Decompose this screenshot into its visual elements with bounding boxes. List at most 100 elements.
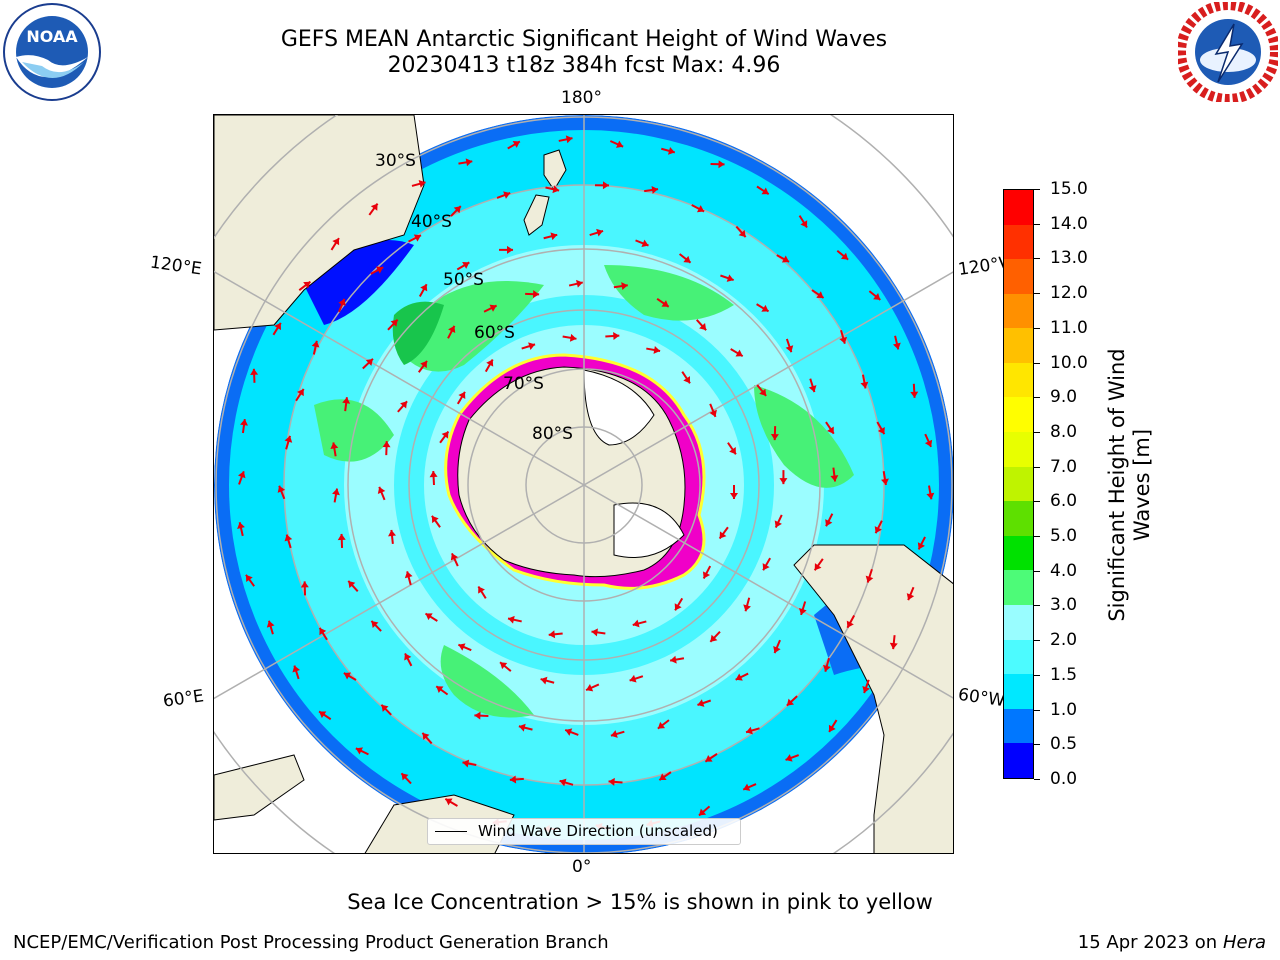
wind-wave-arrowhead (342, 397, 351, 404)
wind-wave-arrowhead (401, 773, 409, 781)
wind-wave-arrowhead (621, 282, 628, 291)
wind-wave-arrowhead (761, 304, 769, 312)
colorbar-tick (1034, 327, 1040, 329)
wind-wave-arrowhead (311, 340, 320, 348)
wind-wave-arrowhead (800, 220, 808, 228)
colorbar-segment (1004, 397, 1033, 433)
wind-wave-arrowhead (284, 435, 293, 443)
colorbar-segment (1004, 743, 1033, 778)
wind-wave-arrowhead (503, 191, 511, 199)
wind-wave-arrowhead (420, 284, 428, 292)
colorbar-tick (1034, 570, 1040, 572)
wind-wave-arrowhead (422, 732, 430, 741)
wind-wave-arrowhead (458, 643, 466, 651)
wind-wave-arrowhead (881, 478, 889, 486)
colorbar-tick (1034, 779, 1040, 780)
wind-wave-arrowhead (613, 332, 620, 341)
wind-wave-arrowhead (906, 593, 915, 601)
colorbar-segment (1004, 570, 1033, 606)
wind-wave-arrowhead (860, 381, 869, 389)
colorbar-segment (1004, 466, 1033, 502)
wind-wave-arrowhead (808, 385, 817, 393)
colorbar-tick (1034, 466, 1040, 468)
wind-wave-arrowhead (338, 298, 346, 306)
lat-label-40s: 40°S (411, 212, 452, 232)
colorbar-tick-label: 10.0 (1050, 352, 1088, 373)
colorbar-tick-label: 6.0 (1050, 491, 1078, 512)
wind-wave-arrowhead (839, 336, 848, 344)
wind-wave-arrowhead (743, 783, 751, 791)
wind-wave-arrowhead (489, 304, 497, 312)
colorbar-tick (1034, 293, 1040, 295)
wind-wave-arrowhead (659, 773, 667, 781)
wind-wave-arrowhead (565, 135, 573, 144)
wind-wave-arrowhead (376, 266, 384, 274)
colorbar-tick-label: 1.5 (1050, 664, 1078, 685)
wind-wave-arrowhead (799, 607, 807, 615)
wind-wave-arrowhead (889, 642, 898, 650)
colorbar-segment (1004, 501, 1033, 536)
colorbar-tick (1034, 189, 1040, 190)
colorbar-tick-label: 4.0 (1050, 560, 1078, 581)
wind-wave-arrowhead (381, 704, 389, 712)
wind-wave-arrowhead (445, 798, 453, 806)
wind-wave-arrowhead (550, 232, 558, 241)
wind-wave-arrows (237, 135, 935, 833)
wind-wave-arrowhead (330, 442, 339, 450)
colorbar-tick (1034, 501, 1040, 503)
wind-wave-arrowhead (661, 300, 669, 307)
wind-wave-arrowhead (237, 522, 245, 529)
wind-wave-arrowhead (388, 529, 397, 537)
wind-wave-arrowhead (462, 261, 470, 269)
wind-wave-arrowhead (670, 655, 677, 664)
polar-map-canvas (214, 115, 953, 853)
colorbar-segment (1004, 674, 1033, 709)
wind-wave-arrowhead (365, 358, 373, 366)
legend-label: Wind Wave Direction (unscaled) (478, 822, 718, 840)
wind-wave-arrowhead (266, 620, 275, 628)
wind-wave-arrowhead (730, 493, 738, 499)
wind-wave-arrowhead (277, 485, 286, 493)
credit-date: 15 Apr 2023 on (1077, 932, 1223, 953)
colorbar-tick-label: 7.0 (1050, 456, 1078, 477)
colorbar-segment (1004, 224, 1033, 260)
lat-label-60s: 60°S (474, 323, 515, 343)
colorbar-tick-label: 9.0 (1050, 387, 1078, 408)
wind-wave-arrowhead (245, 574, 253, 583)
wind-wave-arrowhead (785, 345, 794, 353)
wind-wave-arrowhead (874, 526, 882, 534)
wind-wave-arrowhead (699, 323, 707, 331)
colorbar-tick-label: 8.0 (1050, 421, 1078, 442)
wind-wave-arrowhead (616, 140, 624, 148)
wind-wave-arrowhead (709, 409, 717, 417)
wind-wave-arrowhead (565, 728, 573, 736)
wind-wave-arrowhead (762, 563, 770, 571)
wind-wave-arrowhead (651, 186, 659, 194)
colorbar-segment (1004, 605, 1033, 640)
wind-wave-arrowhead (436, 686, 444, 694)
colorbar-tick (1034, 605, 1040, 607)
lon-label-0: 0° (572, 857, 592, 877)
wind-wave-arrowhead (337, 533, 346, 541)
wind-wave-arrowhead (465, 158, 473, 167)
colorbar-tick-label: 0.0 (1050, 769, 1078, 789)
colorbar-tick (1034, 362, 1040, 364)
polar-map (213, 114, 954, 854)
wind-wave-arrowhead (840, 252, 849, 260)
wind-wave-arrowhead (377, 486, 386, 494)
wind-wave-arrowhead (710, 634, 718, 642)
wind-wave-arrowhead (441, 431, 449, 439)
wind-wave-arrowhead (862, 686, 870, 694)
wind-wave-arrowhead (400, 401, 408, 409)
legend-line-swatch (435, 831, 467, 832)
wind-wave-arrowhead (300, 581, 309, 588)
wind-wave-arrowhead (696, 205, 705, 213)
wind-wave-arrowhead (370, 203, 378, 211)
colorbar-segment (1004, 535, 1033, 571)
colorbar-tick-label: 14.0 (1050, 213, 1088, 234)
wind-wave-arrowhead (718, 160, 725, 169)
wind-wave-arrowhead (773, 645, 781, 654)
wind-wave-arrowhead (404, 653, 412, 661)
wind-wave-arrowhead (657, 721, 666, 729)
chart-title: GEFS MEAN Antarctic Significant Height o… (280, 27, 888, 52)
